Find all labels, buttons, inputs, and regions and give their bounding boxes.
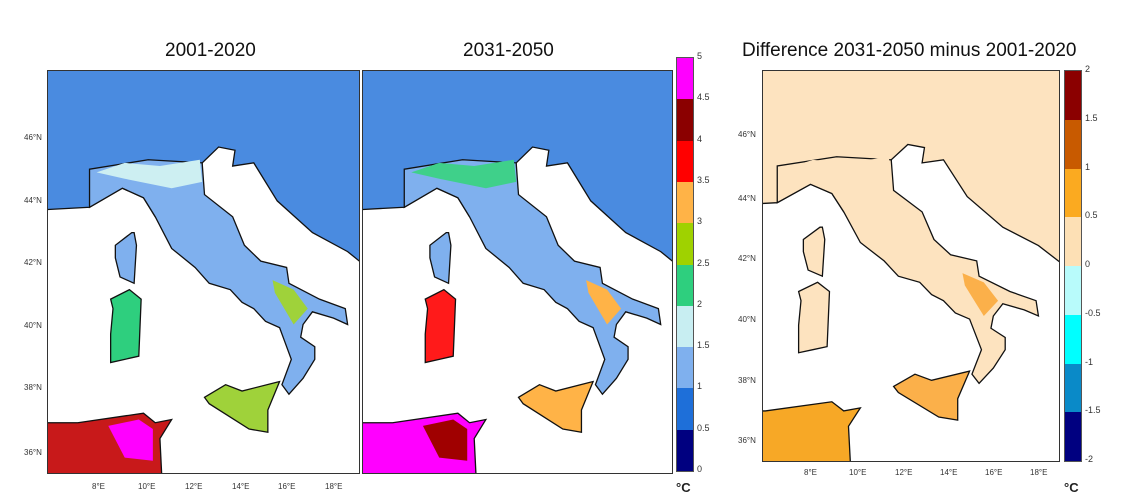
colorbar-swatch xyxy=(1065,412,1081,461)
colorbar-tick-label: 2.5 xyxy=(697,257,710,268)
colorbar-tick-label: 1.5 xyxy=(1085,112,1098,123)
colorbar-tick-label: 0.5 xyxy=(1085,210,1098,221)
italy-mainland xyxy=(403,159,662,396)
po-valley xyxy=(96,159,203,189)
colorbar-tick-label: 1 xyxy=(697,381,703,392)
lat-label: 46°N xyxy=(24,133,42,142)
colorbar-tick-label: 5 xyxy=(697,51,703,61)
colorbar-unit-absolute: °C xyxy=(676,480,691,495)
colorbar-unit-difference: °C xyxy=(1064,480,1079,495)
corsica xyxy=(429,231,452,285)
colorbar-swatch xyxy=(677,223,693,265)
tunisia-hotspot xyxy=(796,407,842,448)
italy-mainland xyxy=(776,156,1040,385)
lon-label: 12°E xyxy=(895,468,913,477)
apulia-calabria-hotspot xyxy=(586,280,622,325)
colorbar-swatch xyxy=(1065,168,1081,218)
po-valley xyxy=(784,156,892,185)
colorbar-tick-label: 0 xyxy=(1085,259,1091,269)
colorbar-tick-label: -0.5 xyxy=(1085,307,1101,318)
colorbar-swatch xyxy=(1065,119,1081,169)
corsica xyxy=(802,226,826,278)
colorbar-tick-label: 1.5 xyxy=(697,340,710,351)
italy-mainland xyxy=(88,159,349,396)
sardinia xyxy=(424,288,457,364)
colorbar-tick-label: 0.5 xyxy=(697,422,710,433)
lon-label: 8°E xyxy=(804,468,817,477)
colorbar-swatch xyxy=(677,429,693,471)
lat-label: 40°N xyxy=(738,315,756,324)
colorbar-swatch xyxy=(677,140,693,182)
panel-title-difference: Difference 2031-2050 minus 2001-2020 xyxy=(742,40,1077,61)
lat-label: 36°N xyxy=(738,436,756,445)
lat-label: 40°N xyxy=(24,321,42,330)
panel-title-baseline: 2001-2020 xyxy=(165,40,256,61)
sicily xyxy=(517,380,595,433)
colorbar-tick-label: -2 xyxy=(1085,454,1094,464)
tunisia-hotspot xyxy=(422,419,468,461)
colorbar-tick-label: -1.5 xyxy=(1085,405,1101,416)
colorbar-swatch xyxy=(677,58,693,100)
lat-label: 44°N xyxy=(738,194,756,203)
colorbar-swatch xyxy=(677,181,693,224)
apulia-calabria-hotspot xyxy=(962,273,999,316)
sardinia xyxy=(797,281,831,354)
map-future xyxy=(362,70,673,474)
colorbar-tick-label: 3.5 xyxy=(697,174,710,185)
colorbar-swatch xyxy=(1065,217,1081,266)
lat-label: 46°N xyxy=(738,130,756,139)
colorbar-absolute xyxy=(676,57,694,472)
colorbar-swatch xyxy=(1065,363,1081,413)
tunisia xyxy=(48,412,173,473)
colorbar-swatch xyxy=(677,347,693,389)
colorbar-tick-label: -1 xyxy=(1085,356,1094,367)
colorbar-tick-label: 0 xyxy=(697,464,703,474)
lon-label: 16°E xyxy=(278,482,296,491)
lon-label: 18°E xyxy=(1030,468,1048,477)
tunisia-hotspot xyxy=(108,419,153,461)
colorbar-swatch xyxy=(677,99,693,141)
map-difference xyxy=(762,70,1060,462)
lat-label: 42°N xyxy=(24,258,42,267)
colorbar-swatch xyxy=(677,388,693,430)
tunisia xyxy=(363,412,488,473)
po-valley xyxy=(411,159,517,189)
colorbar-swatch xyxy=(1065,71,1081,120)
panel-title-future: 2031-2050 xyxy=(463,40,554,61)
colorbar-tick-label: 2 xyxy=(1085,64,1091,74)
sicily xyxy=(892,370,971,421)
lon-label: 12°E xyxy=(185,482,203,491)
lat-label: 42°N xyxy=(738,254,756,263)
colorbar-tick-label: 1 xyxy=(1085,161,1091,172)
apulia-calabria-hotspot xyxy=(272,280,308,325)
lat-label: 38°N xyxy=(24,383,42,392)
sardinia xyxy=(109,288,142,364)
lon-label: 14°E xyxy=(232,482,250,491)
colorbar-swatch xyxy=(1065,266,1081,315)
lat-label: 38°N xyxy=(738,376,756,385)
colorbar-difference xyxy=(1064,70,1082,462)
lon-label: 10°E xyxy=(138,482,156,491)
map-baseline xyxy=(47,70,360,474)
corsica xyxy=(114,231,138,285)
lon-label: 8°E xyxy=(92,482,105,491)
colorbar-tick-label: 4 xyxy=(697,133,703,144)
lon-label: 16°E xyxy=(985,468,1003,477)
colorbar-tick-label: 2 xyxy=(697,298,703,309)
colorbar-tick-label: 4.5 xyxy=(697,92,710,103)
lon-label: 14°E xyxy=(940,468,958,477)
lat-label: 44°N xyxy=(24,196,42,205)
lat-label: 36°N xyxy=(24,448,42,457)
colorbar-swatch xyxy=(1065,314,1081,364)
colorbar-swatch xyxy=(677,305,693,348)
lon-label: 10°E xyxy=(849,468,867,477)
colorbar-swatch xyxy=(677,264,693,306)
sicily xyxy=(203,380,281,433)
colorbar-tick-label: 3 xyxy=(697,216,703,227)
lon-label: 18°E xyxy=(325,482,343,491)
